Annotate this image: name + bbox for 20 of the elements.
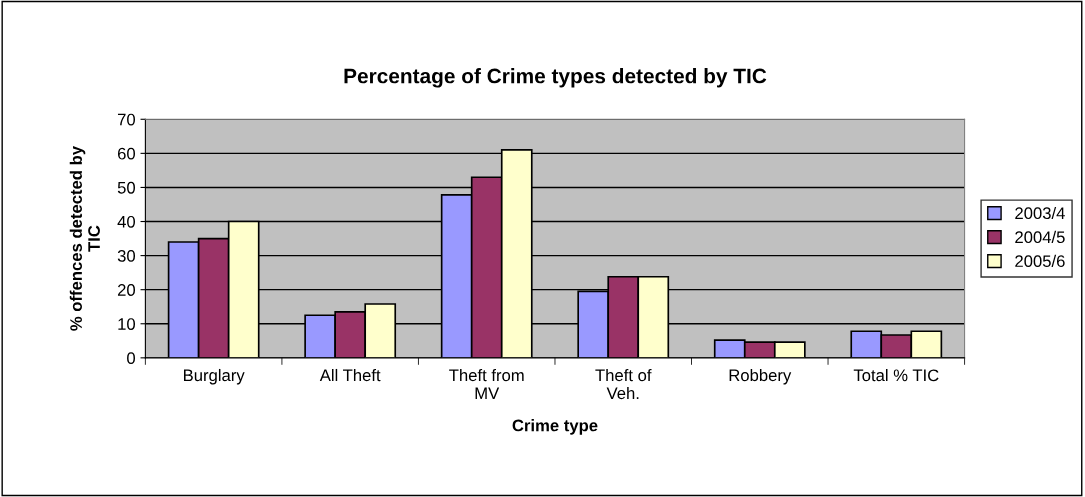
y-tick-label: 40 — [117, 215, 136, 228]
y-axis-title: % offences detected by TIC — [69, 146, 100, 331]
y-tick-label: 60 — [117, 147, 136, 160]
y-tick-label: 10 — [118, 318, 136, 330]
x-tick-label: Theft of Veh. — [595, 368, 652, 400]
x-tick-label: All Theft — [319, 368, 381, 382]
x-tick-label: Total % TIC — [853, 368, 939, 382]
x-axis-title: Crime type — [512, 419, 598, 435]
legend-label: 2003/4 — [1015, 206, 1065, 220]
y-tick-label: 50 — [117, 181, 136, 194]
y-tick-label: 30 — [117, 250, 136, 262]
x-tick-label: Robbery — [729, 368, 792, 385]
legend-label: 2004/5 — [1015, 230, 1065, 244]
y-tick-label: 0 — [127, 352, 136, 365]
y-tick-label: 70 — [117, 113, 136, 126]
x-tick-label: Theft from MV — [449, 368, 524, 399]
x-tick-label: Burglary — [183, 368, 245, 385]
chart-title: Percentage of Crime types detected by TIC — [344, 68, 767, 88]
legend-label: 2005/6 — [1015, 254, 1065, 268]
y-tick-label: 20 — [117, 284, 136, 296]
